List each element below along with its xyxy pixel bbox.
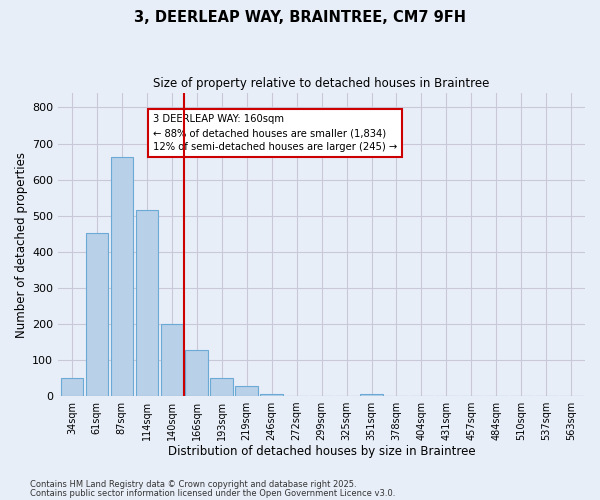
- Text: 3 DEERLEAP WAY: 160sqm
← 88% of detached houses are smaller (1,834)
12% of semi-: 3 DEERLEAP WAY: 160sqm ← 88% of detached…: [153, 114, 397, 152]
- Text: Contains HM Land Registry data © Crown copyright and database right 2025.: Contains HM Land Registry data © Crown c…: [30, 480, 356, 489]
- Title: Size of property relative to detached houses in Braintree: Size of property relative to detached ho…: [154, 78, 490, 90]
- Bar: [161, 324, 183, 396]
- X-axis label: Distribution of detached houses by size in Braintree: Distribution of detached houses by size …: [168, 444, 475, 458]
- Bar: [86, 233, 108, 396]
- Bar: [110, 157, 133, 396]
- Bar: [360, 394, 383, 396]
- Bar: [136, 210, 158, 396]
- Bar: [185, 350, 208, 396]
- Bar: [211, 378, 233, 396]
- Text: 3, DEERLEAP WAY, BRAINTREE, CM7 9FH: 3, DEERLEAP WAY, BRAINTREE, CM7 9FH: [134, 10, 466, 25]
- Bar: [260, 394, 283, 396]
- Y-axis label: Number of detached properties: Number of detached properties: [15, 152, 28, 338]
- Bar: [61, 378, 83, 396]
- Bar: [235, 386, 258, 396]
- Text: Contains public sector information licensed under the Open Government Licence v3: Contains public sector information licen…: [30, 488, 395, 498]
